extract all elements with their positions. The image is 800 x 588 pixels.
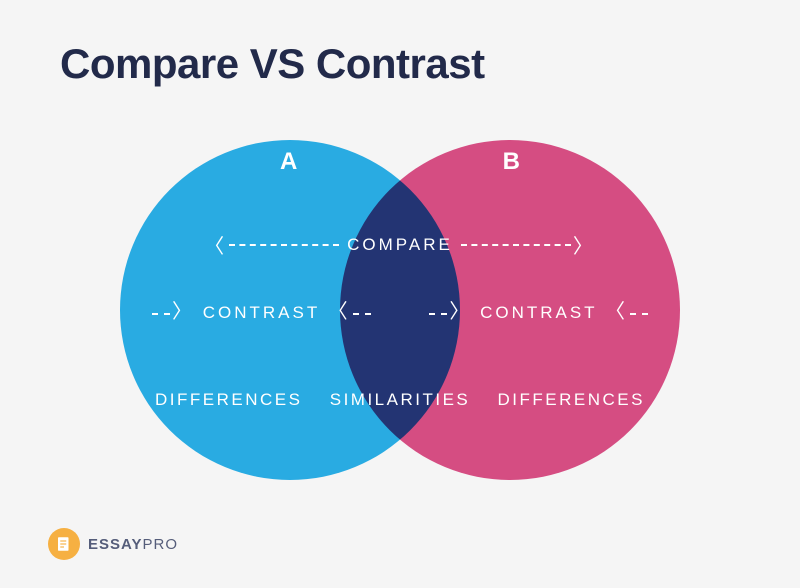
angle-left-icon: 〈 — [328, 301, 351, 323]
differences-a-label: DIFFERENCES — [155, 390, 302, 410]
contrast-b-label: CONTRAST — [480, 303, 597, 322]
brand-text: ESSAYPRO — [88, 536, 178, 553]
venn-diagram: A B 〈 COMPARE 〉 〉 CONTRAST 〈 〉 CONTRAST … — [100, 120, 700, 500]
contrast-row: 〉 CONTRAST 〈 〉 CONTRAST 〈 — [100, 295, 700, 324]
dash-line — [229, 244, 339, 246]
angle-right-icon: 〉 — [172, 301, 195, 323]
compare-label: COMPARE — [347, 235, 453, 255]
dash-line — [429, 313, 447, 315]
bottom-row: DIFFERENCES SIMILARITIES DIFFERENCES — [100, 390, 700, 410]
brand-light: PRO — [142, 536, 178, 553]
brand-bold: ESSAY — [88, 536, 142, 553]
dash-line — [461, 244, 571, 246]
dash-line — [630, 313, 648, 315]
similarities-label: SIMILARITIES — [330, 390, 471, 410]
contrast-b: 〉 CONTRAST 〈 — [427, 295, 650, 324]
compare-row: 〈 COMPARE 〉 — [100, 230, 700, 259]
dash-line — [152, 313, 170, 315]
dash-line — [353, 313, 371, 315]
contrast-a-label: CONTRAST — [203, 303, 320, 322]
contrast-a: 〉 CONTRAST 〈 — [150, 295, 373, 324]
logo-icon — [48, 528, 80, 560]
page-title: Compare VS Contrast — [60, 40, 485, 88]
document-icon — [55, 535, 73, 553]
differences-b-label: DIFFERENCES — [498, 390, 645, 410]
angle-left-icon: 〈 — [204, 230, 227, 259]
circle-b-label: B — [503, 148, 520, 176]
circle-a-label: A — [280, 148, 297, 176]
brand-logo: ESSAYPRO — [48, 528, 178, 560]
angle-left-icon: 〈 — [605, 301, 628, 323]
angle-right-icon: 〉 — [449, 301, 472, 323]
angle-right-icon: 〉 — [573, 230, 596, 259]
